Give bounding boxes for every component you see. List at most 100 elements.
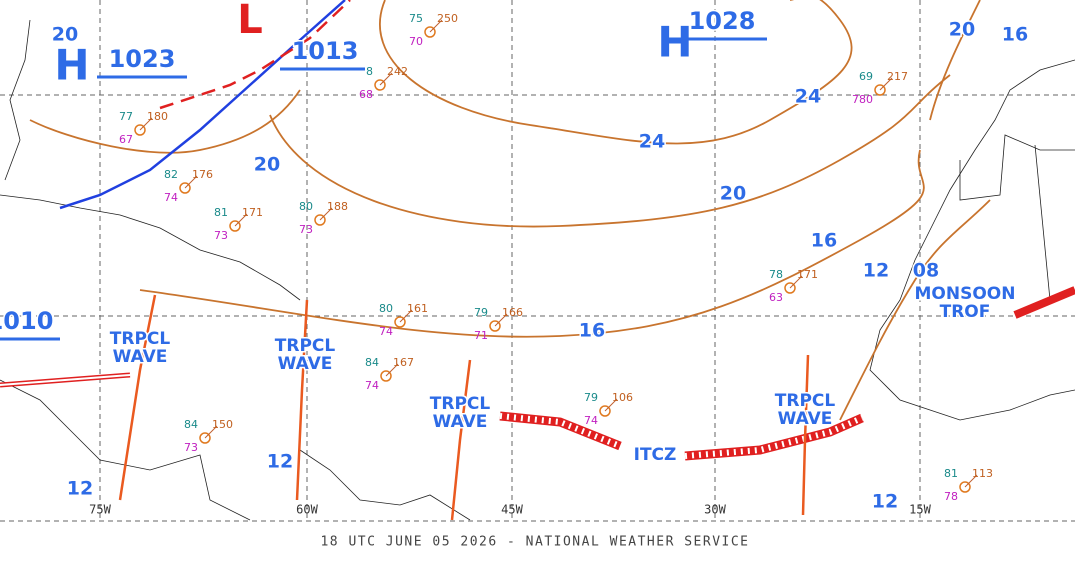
feature-label: TRPCL bbox=[275, 336, 336, 356]
fronts bbox=[0, 0, 351, 388]
longitude-label: 15W bbox=[909, 503, 931, 517]
feature-label: MONSOON bbox=[915, 284, 1016, 304]
station-dew: 74 bbox=[365, 379, 379, 392]
front-pressure: 1010 bbox=[0, 307, 53, 335]
low-symbol: L bbox=[237, 0, 263, 43]
station-marker bbox=[229, 220, 241, 232]
station-pressure: 180 bbox=[147, 110, 168, 123]
station-dew: 63 bbox=[769, 291, 783, 304]
isobar-label: 20 bbox=[949, 19, 975, 41]
isobars bbox=[29, 0, 991, 421]
isobar-label: 20 bbox=[254, 154, 280, 176]
station-pressure: 250 bbox=[437, 12, 458, 25]
wind-barb bbox=[319, 207, 333, 221]
cold-front bbox=[59, 0, 346, 210]
wind-barb bbox=[604, 398, 618, 412]
station-marker bbox=[394, 316, 406, 328]
station-dew: 73 bbox=[299, 223, 313, 236]
isobar bbox=[379, 0, 853, 145]
coastline bbox=[0, 194, 301, 301]
station-dew: 67 bbox=[119, 133, 133, 146]
station-dew: 74 bbox=[164, 191, 178, 204]
station-temp: 75 bbox=[409, 12, 423, 25]
station-marker bbox=[179, 182, 191, 194]
station-marker bbox=[314, 214, 326, 226]
high-pressure: 1028 bbox=[689, 7, 756, 35]
wind-barb bbox=[184, 175, 198, 189]
high-pressure: 1023 bbox=[109, 45, 176, 73]
isobar-label: 16 bbox=[579, 320, 605, 342]
coastline bbox=[4, 19, 31, 181]
station-pressure: 167 bbox=[393, 356, 414, 369]
station-temp: 84 bbox=[365, 356, 379, 369]
station-temp: 84 bbox=[184, 418, 198, 431]
station-temp: 82 bbox=[164, 168, 178, 181]
station-pressure: 161 bbox=[407, 302, 428, 315]
longitude-label: 60W bbox=[296, 503, 318, 517]
station-temp: 79 bbox=[584, 391, 598, 404]
wave-axis bbox=[295, 299, 309, 501]
wind-barb bbox=[204, 425, 218, 439]
isobar bbox=[929, 0, 981, 121]
station-pressure: 188 bbox=[327, 200, 348, 213]
station-temp: 80 bbox=[299, 200, 313, 213]
station-pressure: 106 bbox=[612, 391, 633, 404]
station-dew: 74 bbox=[584, 414, 598, 427]
wind-barb bbox=[964, 474, 978, 488]
isobar-label: 20 bbox=[52, 24, 78, 46]
station-marker bbox=[959, 481, 971, 493]
station-dew: 68 bbox=[359, 88, 373, 101]
warm-front bbox=[159, 0, 351, 110]
isobar bbox=[269, 74, 951, 228]
feature-label: TROF bbox=[940, 302, 991, 322]
station-dew: 73 bbox=[214, 229, 228, 242]
wind-barb bbox=[789, 275, 803, 289]
wave-axis bbox=[801, 354, 810, 516]
isobar-label: 12 bbox=[863, 260, 889, 282]
station-marker bbox=[374, 79, 386, 91]
high-symbol: H bbox=[54, 41, 89, 90]
station-marker bbox=[199, 432, 211, 444]
station-dew: 70 bbox=[409, 35, 423, 48]
isobar-label: 12 bbox=[872, 491, 898, 513]
feature-label: WAVE bbox=[113, 347, 168, 367]
isobar-label: 16 bbox=[1002, 24, 1028, 46]
isobar-label: 08 bbox=[913, 260, 939, 282]
station-temp: 8 bbox=[366, 65, 373, 78]
wind-barb bbox=[379, 72, 393, 86]
station-pressure: 217 bbox=[887, 70, 908, 83]
station-dew: 780 bbox=[852, 93, 873, 106]
isobar bbox=[139, 149, 925, 338]
station-pressure: 242 bbox=[387, 65, 408, 78]
itcz bbox=[499, 286, 1075, 461]
station-dew: 73 bbox=[184, 441, 198, 454]
station-temp: 69 bbox=[859, 70, 873, 83]
wind-barb bbox=[879, 77, 893, 91]
coastline bbox=[299, 449, 471, 521]
station-temp: 81 bbox=[944, 467, 958, 480]
footer: 18 UTC JUNE 05 2026 - NATIONAL WEATHER S… bbox=[320, 535, 749, 550]
longitude-label: 30W bbox=[704, 503, 726, 517]
isobar bbox=[839, 199, 991, 421]
isobar-label: 16 bbox=[811, 230, 837, 252]
station-dew: 71 bbox=[474, 329, 488, 342]
itcz-band bbox=[684, 413, 864, 461]
station-pressure: 150 bbox=[212, 418, 233, 431]
wind-barb bbox=[385, 363, 399, 377]
longitude-label: 75W bbox=[89, 503, 111, 517]
isobar-label: 20 bbox=[720, 183, 746, 205]
border bbox=[959, 134, 1075, 201]
longitude-label: 45W bbox=[501, 503, 523, 517]
monsoon-trough bbox=[1013, 286, 1075, 319]
wind-barb bbox=[399, 309, 413, 323]
coastline bbox=[869, 59, 1075, 421]
station-marker bbox=[424, 26, 436, 38]
isobar-label: 12 bbox=[267, 451, 293, 473]
stationary-trough bbox=[0, 374, 131, 386]
station-marker bbox=[380, 370, 392, 382]
wave-axis bbox=[118, 294, 157, 501]
wind-barb bbox=[139, 117, 153, 131]
tropical-waves bbox=[118, 294, 810, 521]
station-pressure: 176 bbox=[192, 168, 213, 181]
